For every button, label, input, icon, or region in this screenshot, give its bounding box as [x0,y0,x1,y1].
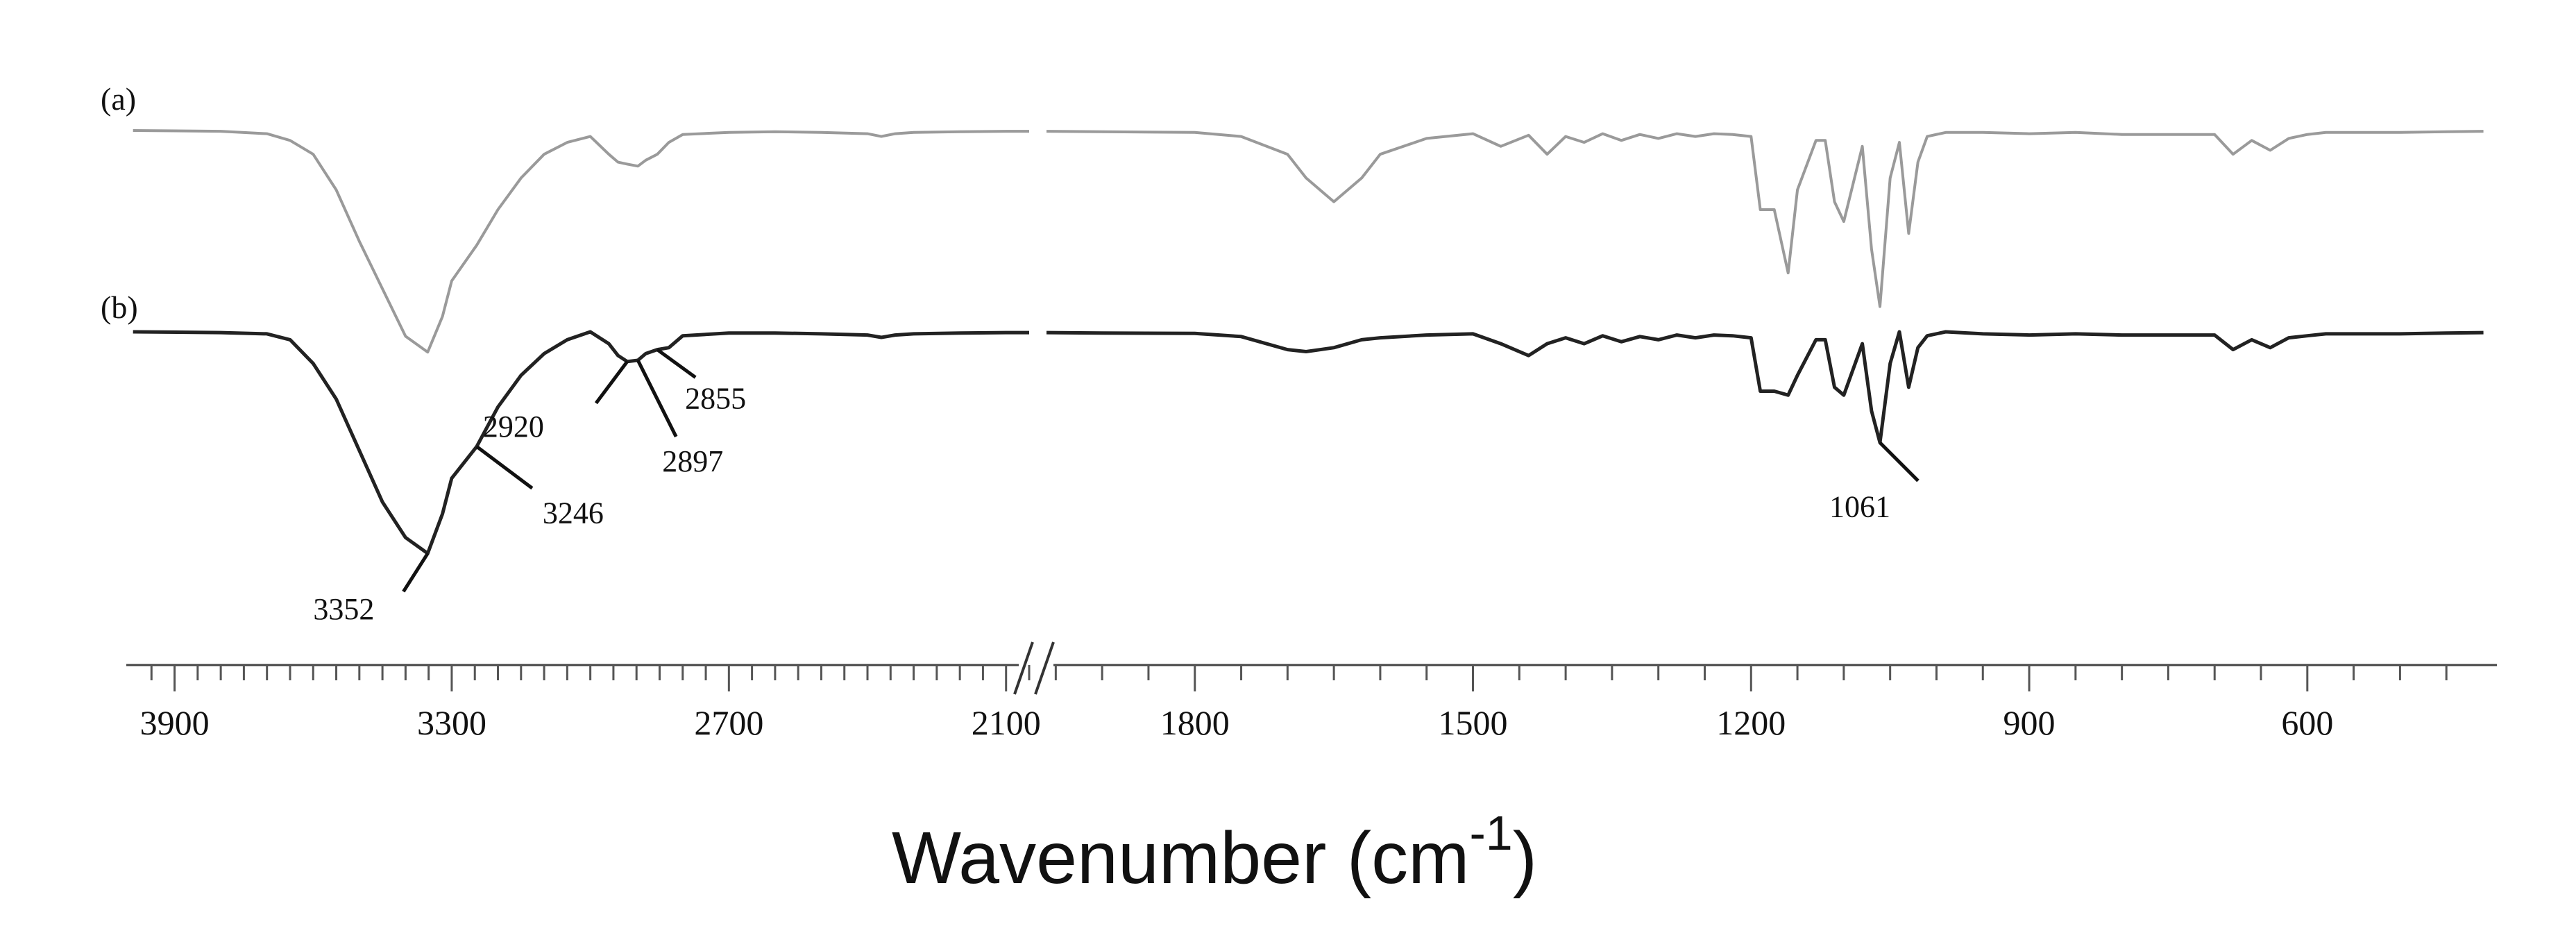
spectrum-b-segment-right [1046,330,2484,445]
peak-leader-2855 [656,348,697,379]
peak-label-2920: 2920 [483,410,544,444]
peak-leader-3246 [475,445,534,490]
series-layer [133,129,2484,555]
x-tick-label-1800: 1800 [1160,703,1230,742]
x-axis-title-main: Wavenumber (cm [892,817,1469,899]
peak-leader-2920 [594,360,629,405]
peak-leader-1061 [1879,441,1920,482]
spectrum-b-segment-left [133,330,1029,555]
x-axis-break-mark-1 [1013,641,1034,695]
x-tick-label-1500: 1500 [1439,703,1508,742]
peak-label-3246: 3246 [543,496,604,530]
spectrum-a-segment-right [1046,130,2484,308]
x-tick-label-3300: 3300 [417,703,486,742]
series-label-b: (b) [101,289,138,325]
spectrum-a-segment-left [133,129,1029,354]
x-axis-title-superscript: -1 [1469,806,1512,860]
x-tick-label-900: 900 [2003,703,2056,742]
peak-label-1061: 1061 [1829,490,1890,524]
series-label-a: (a) [101,81,136,117]
x-axis: 3900 3300 2700 2100 1800 1500 1200 900 600 [126,641,2497,742]
annotation-layer: 3352 3246 2920 2897 2855 1061 [313,348,1920,626]
x-tick-label-1200: 1200 [1716,703,1786,742]
peak-label-3352: 3352 [313,592,374,626]
x-tick-label-600: 600 [2281,703,2333,742]
x-tick-label-2100: 2100 [972,703,1041,742]
peak-label-2855: 2855 [685,382,746,416]
x-axis-title: Wavenumber (cm-1) [892,806,1537,899]
x-tick-label-3900: 3900 [140,703,210,742]
peak-leader-2897 [636,359,678,438]
x-axis-title-close: ) [1513,817,1537,899]
peak-label-2897: 2897 [662,444,723,478]
x-tick-label-2700: 2700 [694,703,763,742]
peak-leader-3352 [402,552,430,593]
x-axis-break-mark-2 [1034,641,1055,695]
